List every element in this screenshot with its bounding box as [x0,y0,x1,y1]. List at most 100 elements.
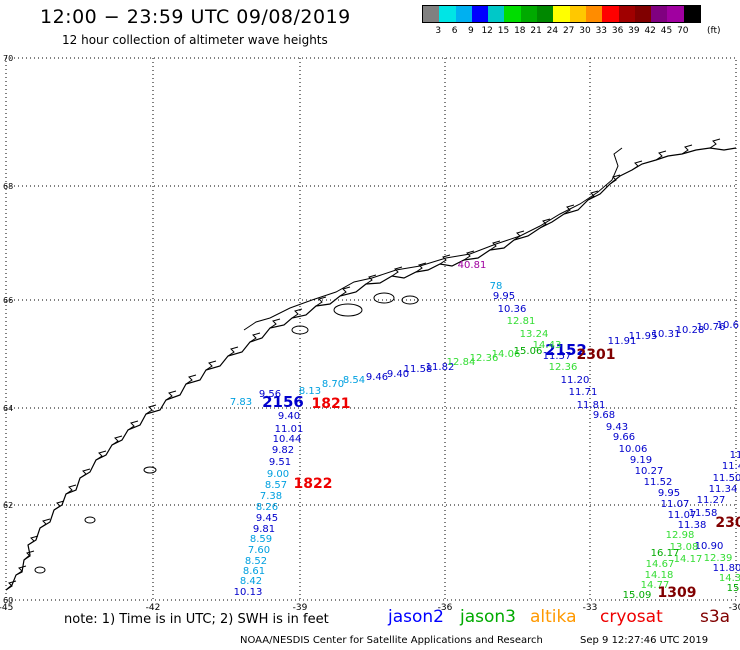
wave-height-value: 15 [727,583,740,594]
footer-note: note: 1) Time is in UTC; 2) SWH is in fe… [64,612,329,627]
fjord-detail [79,468,91,479]
wave-height-value: 16.17 [651,548,680,559]
map-title: 12:00 − 23:59 UTC 09/08/2019 [40,6,351,28]
pass-time-label: 2301 [577,347,616,363]
wave-height-value: 10.27 [635,466,664,477]
latitude-label: 68 [3,182,13,191]
pass-time-label: 2156 [262,393,304,411]
satellite-legend-jason2: jason2 [388,607,444,627]
legend-tick-label: 12 [481,26,493,36]
fjord-detail [269,318,281,329]
fjord-detail [27,535,39,546]
track-jason2: 7.839.569.4011.0110.449.829.519.008.577.… [230,389,304,598]
wave-height-value: 11.07 [668,510,697,521]
fjord-detail [415,262,427,273]
legend-swatch [618,6,635,22]
wave-height-value: 10.28 [676,325,705,336]
latitude-label: 62 [3,501,13,510]
wave-height-value: 10.61 [717,320,740,331]
wave-height-value: 11.34 [709,484,738,495]
legend-tick-label: 24 [546,26,559,36]
legend-tick-label: 39 [628,26,640,36]
wave-height-value: 14.18 [645,570,674,581]
fjord-detail [23,550,35,561]
wave-height-value: 10.90 [695,541,724,552]
latitude-label: 60 [3,596,13,605]
longitude-label: -45 [0,603,13,613]
fjord-detail [227,346,239,357]
wave-height-value: 11.52 [644,477,673,488]
wave-height-value: 9.56 [259,389,281,400]
wave-height-value: 12.84 [447,357,476,368]
wave-height-color-legend: (ft) 3 6 9 12 15 18 21 24 27 30 33 36 39 42 45 70 [422,5,721,37]
wave-height-value: 11.81 [577,400,606,411]
wave-height-value: 7.60 [248,545,270,556]
legend-swatch [667,6,684,22]
wave-height-value: 9.82 [272,445,294,456]
wave-height-value: 11.38 [678,520,707,531]
wave-height-value: 8.70 [322,379,344,390]
legend-swatch [634,6,652,22]
wave-height-value: 8.13 [299,386,321,397]
legend-tick-label: 42 [644,26,656,36]
wave-height-value: 11.58 [404,364,433,375]
fjord-detail [563,204,575,215]
wave-height-value: 9.40 [387,369,409,380]
wave-height-value: 10.13 [234,587,263,598]
fjord-detail [587,190,599,201]
island-outline [84,516,96,524]
fjord-detail [95,450,107,461]
longitude-label: -39 [293,603,308,613]
legend-swatches [422,5,702,23]
fjord-detail [315,296,327,307]
fjord-detail [609,174,621,185]
legend-swatch [488,6,505,22]
map-subtitle: 12 hour collection of altimeter wave hei… [62,33,328,47]
pass-time-label: 2152 [545,341,587,359]
coastline-fjords [243,147,623,331]
wave-height-value: 10.76 [697,322,726,333]
wave-height-value: 11.07 [661,499,690,510]
fjord-detail [391,266,403,277]
wave-height-value: 12.98 [666,530,695,541]
wave-height-value: 12.39 [704,553,733,564]
wave-height-value: 8.54 [343,375,365,386]
wave-height-value: 78 [490,281,503,292]
longitude-label: -30 [729,603,740,613]
wave-height-value: 11.20 [561,375,590,386]
wave-height-value: 14.77 [641,580,670,591]
wave-height-value: 12.81 [507,316,536,327]
wave-height-value: 14.67 [646,559,675,570]
coastline-path [5,147,737,591]
wave-height-value: 8.57 [265,480,287,491]
longitude-label: -42 [146,603,161,613]
wave-height-value: 8.42 [240,576,262,587]
legend-tick-label: 18 [514,26,526,36]
wave-height-value: 9.40 [278,411,300,422]
wave-height-value: 9.43 [606,422,628,433]
legend-swatch [537,6,554,22]
wave-height-value: 10.36 [498,304,527,315]
satellite-legend-jason3: jason3 [460,607,516,627]
legend-tick-label: 6 [451,26,458,36]
fjord-detail [165,390,177,401]
legend-swatch [651,6,668,22]
wave-height-value: 10.44 [273,434,302,445]
legend-tick-labels: (ft) 3 6 9 12 15 18 21 24 27 30 33 36 39 42 45 70 [422,23,720,37]
island-outline [34,566,46,574]
wave-height-value: 9.68 [593,410,615,421]
wave-height-value: 12.36 [549,362,578,373]
wave-height-value: 9.46 [366,372,388,383]
island-outline [291,325,309,335]
wave-height-value: 8.52 [245,556,267,567]
wave-height-value: 8.59 [250,534,272,545]
wave-height-value: 9.51 [269,457,291,468]
fjord-detail [39,518,51,529]
wave-height-value: 11.57 [543,351,572,362]
island-outline [373,292,395,304]
legend-tick-label: 9 [468,26,474,36]
wave-height-value: 11.27 [697,495,726,506]
credit-line: NOAA/NESDIS Center for Satellite Applica… [240,635,543,646]
